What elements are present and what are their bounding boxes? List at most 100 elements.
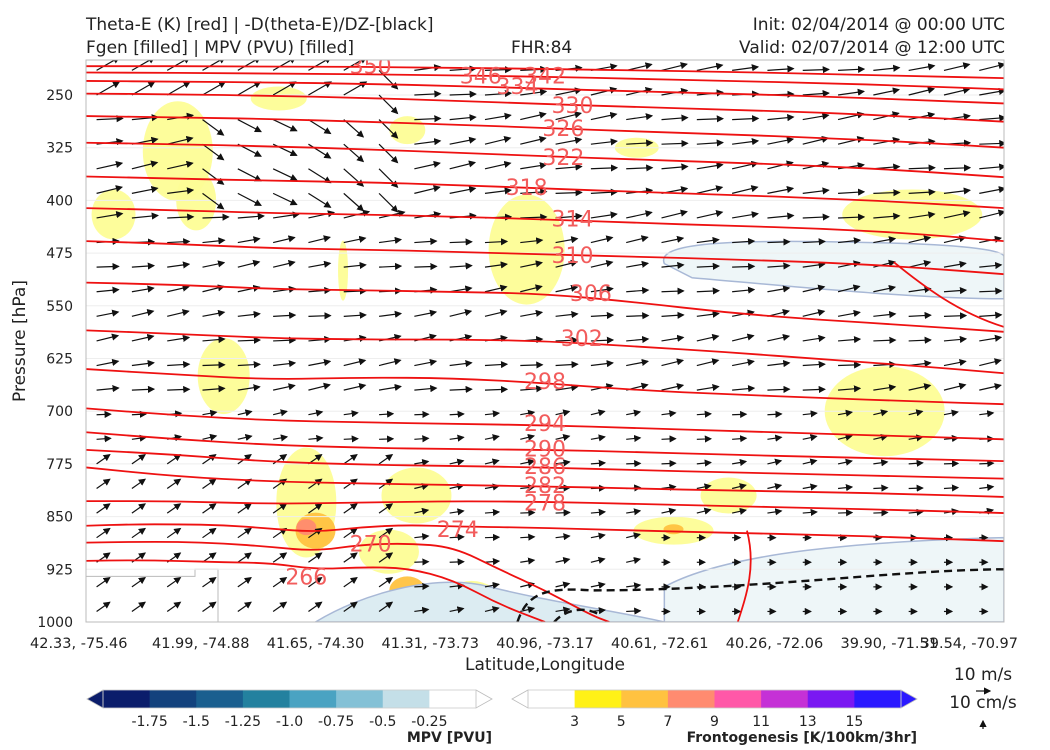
wind-vector xyxy=(555,533,571,541)
x-tick-label: 42.33, -75.46 xyxy=(30,636,127,652)
wind-vector xyxy=(696,287,720,295)
wind-vector xyxy=(626,607,642,615)
wind-vector xyxy=(414,115,442,123)
wind-vector xyxy=(131,262,156,270)
wind-vector xyxy=(343,235,367,244)
title-line-2: Fgen [filled] | MPV (PVU) [filled] xyxy=(86,38,355,58)
contour-label-310: 310 xyxy=(552,244,594,269)
wind-vector xyxy=(661,62,688,71)
wind-vector xyxy=(449,160,477,170)
wind-vector xyxy=(520,361,544,369)
wind-vector xyxy=(520,88,548,96)
wind-vector xyxy=(202,309,226,317)
wind-vector xyxy=(732,507,747,515)
wind-vector xyxy=(908,260,932,268)
wind-vector xyxy=(343,383,367,391)
wind-vector xyxy=(873,189,901,197)
y-tick-label: 1000 xyxy=(37,615,73,631)
wind-vector xyxy=(943,312,968,320)
wind-vector xyxy=(96,160,124,170)
wind-vector xyxy=(943,409,959,417)
wind-vector xyxy=(520,309,544,317)
wind-vector xyxy=(272,503,288,514)
theta-e-contour-314 xyxy=(86,207,1004,243)
wind-vector xyxy=(732,458,748,467)
wind-vector xyxy=(520,188,548,196)
fgen-fill-area xyxy=(338,240,349,301)
fgen-colorbar-swatch xyxy=(854,690,902,708)
wind-vector xyxy=(979,410,995,418)
wind-vector xyxy=(908,459,924,467)
wind-vector xyxy=(96,478,111,489)
wind-vector xyxy=(273,360,297,368)
wind-vector xyxy=(96,211,124,219)
wind-vector xyxy=(167,284,190,293)
wind-vector xyxy=(167,187,195,195)
wind-vector xyxy=(202,81,227,96)
wind-vector xyxy=(449,262,473,270)
wind-vector xyxy=(166,60,191,71)
wind-vector xyxy=(131,527,146,539)
wind-vector xyxy=(131,478,146,489)
contour-label-314: 314 xyxy=(552,208,594,233)
wind-vector xyxy=(343,143,365,163)
wind-vector xyxy=(696,209,724,219)
wind-vector xyxy=(378,236,403,244)
wind-vector xyxy=(661,163,689,171)
wind-vector xyxy=(590,311,615,320)
fgen-colorbar-swatch xyxy=(528,690,576,708)
contour-label-278: 278 xyxy=(524,492,566,517)
fgen-colorbar-frame xyxy=(527,689,902,709)
theta-e-contour-extra xyxy=(893,261,1004,328)
wind-vector xyxy=(379,410,395,418)
wind-vector xyxy=(555,336,579,344)
wind-vector xyxy=(767,434,783,442)
wind-vector xyxy=(590,508,607,516)
wind-vector xyxy=(414,358,438,367)
wind-vector xyxy=(237,361,261,369)
wind-vector xyxy=(590,360,614,368)
wind-vector xyxy=(414,507,430,515)
wind-vector xyxy=(837,284,861,293)
wind-vector xyxy=(661,383,685,391)
wind-vector xyxy=(590,259,614,268)
wind-vector xyxy=(308,503,323,514)
wind-vector xyxy=(696,383,720,392)
wind-vector xyxy=(272,577,288,588)
wind-vector xyxy=(943,484,960,492)
wind-vector xyxy=(661,459,677,468)
wind-vector xyxy=(979,459,995,468)
wind-vector xyxy=(802,238,826,246)
theta-e-contour-306 xyxy=(86,281,1004,333)
wind-vector xyxy=(272,119,298,132)
wind-vector xyxy=(696,507,712,515)
wind-vector xyxy=(308,119,332,135)
wind-vector xyxy=(520,509,536,517)
wind-vector xyxy=(202,60,227,71)
wind-vector xyxy=(979,334,1003,342)
wind-vector xyxy=(378,552,394,563)
wind-vector xyxy=(414,558,430,566)
wind-vector xyxy=(272,601,288,612)
wind-vector xyxy=(449,558,465,566)
fgen-colorbar-tick: 15 xyxy=(845,714,863,730)
wind-vector xyxy=(943,260,967,268)
mpv-colorbar-tick: -0.5 xyxy=(369,714,396,730)
wind-vector xyxy=(202,237,226,245)
wind-vector xyxy=(802,360,826,369)
wind-vector xyxy=(837,309,861,317)
fgen-fill-area xyxy=(197,338,250,415)
wind-vector xyxy=(626,460,642,468)
fgen-colorbar-tick: 5 xyxy=(617,714,626,730)
wind-vector xyxy=(237,259,261,268)
theta-e-contour-330 xyxy=(86,92,1004,123)
wind-vector xyxy=(167,261,191,269)
wind-vector xyxy=(838,188,866,196)
wind-vector xyxy=(449,434,465,442)
wind-vector xyxy=(484,606,500,614)
wind-vector xyxy=(943,335,968,344)
wind-vector xyxy=(237,119,262,133)
wind-vector xyxy=(96,527,111,539)
wind-vector xyxy=(767,185,795,194)
theta-e-contour-266 xyxy=(86,559,546,622)
